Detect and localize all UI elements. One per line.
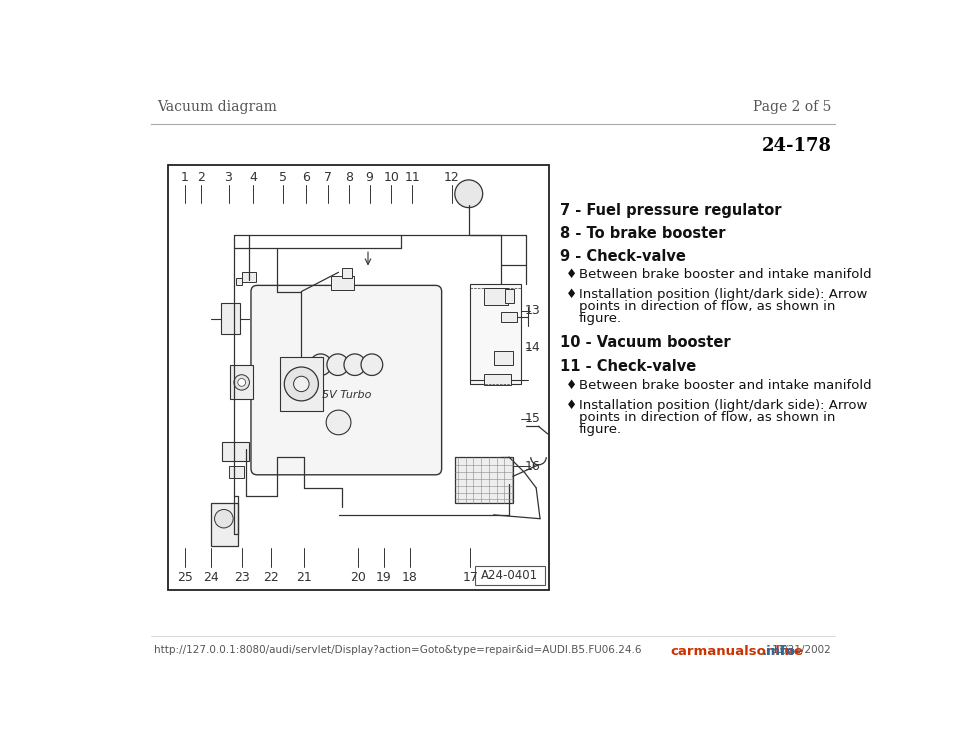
Text: 22: 22 — [263, 571, 279, 584]
Text: 3: 3 — [225, 171, 232, 184]
Text: ♦: ♦ — [566, 288, 578, 301]
Text: 9: 9 — [366, 171, 373, 184]
Text: points in direction of flow, as shown in: points in direction of flow, as shown in — [579, 300, 835, 313]
Circle shape — [294, 376, 309, 392]
Bar — [223, 441, 250, 461]
Text: figure.: figure. — [579, 423, 622, 436]
Text: 7: 7 — [324, 171, 332, 184]
Text: carmanualsonline: carmanualsonline — [670, 645, 804, 658]
Circle shape — [214, 510, 233, 528]
Bar — [493, 351, 513, 365]
Text: 11: 11 — [404, 171, 420, 184]
Text: 8 - To brake booster: 8 - To brake booster — [561, 226, 726, 241]
Text: 10 - Vacuum booster: 10 - Vacuum booster — [561, 335, 731, 350]
Bar — [484, 374, 512, 386]
Bar — [242, 272, 255, 281]
Text: Page 2 of 5: Page 2 of 5 — [753, 100, 831, 114]
Text: 11 - Check-valve: 11 - Check-valve — [561, 358, 696, 373]
Text: 5V Turbo: 5V Turbo — [322, 390, 371, 401]
Bar — [230, 365, 253, 399]
Text: 14: 14 — [524, 341, 540, 354]
Text: 8: 8 — [346, 171, 353, 184]
Bar — [501, 312, 516, 321]
Text: 23: 23 — [234, 571, 250, 584]
Text: Installation position (light/dark side): Arrow: Installation position (light/dark side):… — [579, 288, 867, 301]
Text: 5: 5 — [278, 171, 287, 184]
Bar — [343, 269, 351, 278]
Text: ♦: ♦ — [566, 398, 578, 412]
Bar — [455, 457, 513, 503]
Text: 10: 10 — [383, 171, 399, 184]
Text: 25: 25 — [178, 571, 193, 584]
Bar — [236, 278, 242, 285]
Text: 15: 15 — [524, 412, 540, 425]
Text: 16: 16 — [524, 460, 540, 473]
Text: ♦: ♦ — [566, 378, 578, 392]
Text: 4: 4 — [250, 171, 257, 184]
Text: ♦: ♦ — [566, 269, 578, 281]
FancyBboxPatch shape — [251, 286, 442, 475]
Text: 17: 17 — [463, 571, 478, 584]
Circle shape — [455, 180, 483, 208]
Circle shape — [310, 354, 331, 375]
Text: Installation position (light/dark side): Arrow: Installation position (light/dark side):… — [579, 398, 867, 412]
Circle shape — [326, 410, 351, 435]
Text: 2: 2 — [198, 171, 205, 184]
Circle shape — [238, 378, 246, 387]
Bar — [210, 503, 238, 545]
Text: 19: 19 — [375, 571, 392, 584]
Circle shape — [344, 354, 366, 375]
Circle shape — [327, 354, 348, 375]
Text: Between brake booster and intake manifold: Between brake booster and intake manifol… — [579, 378, 872, 392]
Text: 11/21/2002: 11/21/2002 — [772, 645, 831, 655]
FancyBboxPatch shape — [475, 566, 544, 585]
Text: points in direction of flow, as shown in: points in direction of flow, as shown in — [579, 411, 835, 424]
Text: 12: 12 — [444, 171, 460, 184]
Text: 24: 24 — [203, 571, 219, 584]
Text: 21: 21 — [296, 571, 312, 584]
Bar — [484, 288, 508, 305]
Text: 9 - Check-valve: 9 - Check-valve — [561, 249, 686, 264]
Circle shape — [361, 354, 383, 375]
Text: 24-178: 24-178 — [761, 137, 831, 155]
Text: 7 - Fuel pressure regulator: 7 - Fuel pressure regulator — [561, 203, 781, 218]
Text: http://127.0.0.1:8080/audi/servlet/Display?action=Goto&type=repair&id=AUDI.B5.FU: http://127.0.0.1:8080/audi/servlet/Displ… — [155, 645, 641, 655]
Text: 20: 20 — [350, 571, 366, 584]
Text: Vacuum diagram: Vacuum diagram — [157, 100, 277, 114]
Text: 18: 18 — [402, 571, 418, 584]
Bar — [221, 303, 240, 334]
Text: 13: 13 — [524, 304, 540, 318]
Bar — [228, 466, 244, 478]
Bar — [280, 357, 324, 411]
Text: .info: .info — [761, 645, 796, 658]
Bar — [168, 165, 549, 591]
Text: A24-0401: A24-0401 — [481, 569, 539, 582]
Bar — [505, 289, 515, 303]
Text: Between brake booster and intake manifold: Between brake booster and intake manifol… — [579, 269, 872, 281]
Text: 6: 6 — [302, 171, 310, 184]
Bar — [331, 276, 354, 290]
Bar — [470, 284, 520, 384]
Text: 1: 1 — [181, 171, 189, 184]
Text: figure.: figure. — [579, 312, 622, 325]
Circle shape — [234, 375, 250, 390]
Circle shape — [284, 367, 319, 401]
